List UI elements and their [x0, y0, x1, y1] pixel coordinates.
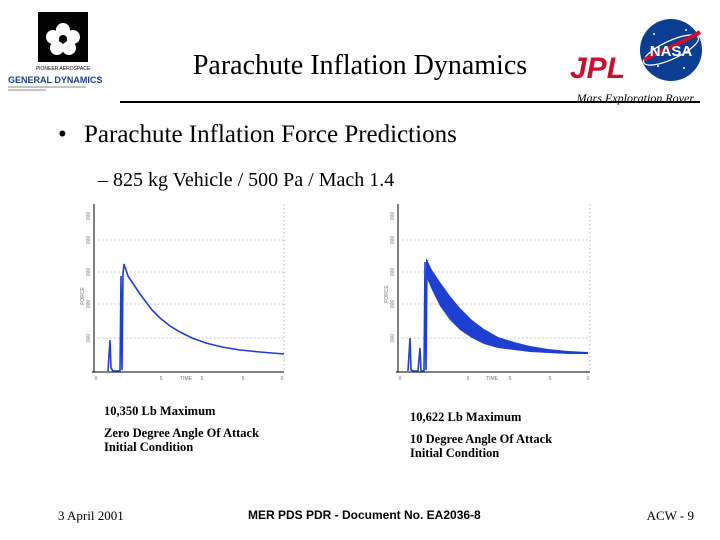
y-axis-label: FORCE: [384, 285, 390, 303]
footer-page-number: ACW - 9: [646, 508, 694, 523]
svg-text:000: 000: [390, 300, 396, 309]
nasa-logo: NASA: [636, 16, 706, 84]
svg-text:5: 5: [160, 376, 163, 382]
svg-text:5: 5: [201, 376, 204, 382]
svg-text:000: 000: [390, 236, 396, 245]
bullet-marker: •: [58, 121, 67, 148]
footer-document: MER PDS PDR - Document No. EA2036-8: [248, 508, 481, 522]
x-axis-label: TIME: [180, 376, 193, 382]
svg-text:5: 5: [467, 376, 470, 382]
footer-date: 3 April 2001: [58, 508, 124, 523]
x-axis-label: TIME: [486, 376, 499, 382]
svg-text:000: 000: [86, 334, 92, 343]
svg-text:0: 0: [399, 376, 402, 382]
bullet-text: Parachute Inflation Force Predictions: [84, 121, 457, 148]
y-axis-label: FORCE: [80, 287, 86, 305]
logo-brand-text: GENERAL DYNAMICS: [8, 75, 102, 85]
plot1-caption: 10,350 Lb Maximum Zero Degree Angle Of A…: [104, 404, 259, 454]
svg-text:0: 0: [281, 376, 284, 382]
svg-text:NASA: NASA: [650, 43, 693, 60]
slide-title: Parachute Inflation Dynamics: [192, 50, 528, 81]
plot2-caption: 10,622 Lb Maximum 10 Degree Angle Of Att…: [410, 410, 552, 460]
plot1-condition-line1: Zero Degree Angle Of Attack: [104, 426, 260, 440]
svg-text:JPL: JPL: [570, 52, 625, 84]
svg-text:000: 000: [86, 268, 92, 277]
pioneer-general-dynamics-logo: PIONEER AEROSPACE GENERAL DYNAMICS: [6, 10, 124, 92]
sub-bullet-text: – 825 kg Vehicle / 500 Pa / Mach 1.4: [98, 169, 395, 191]
plot2-condition-line1: 10 Degree Angle Of Attack: [410, 432, 553, 446]
force-plot-ten-degree-aoa: 000 000 000 000 000 0 5 5 5 0 FORCE TIME: [384, 198, 596, 384]
jpl-logo: JPL: [568, 50, 638, 85]
svg-text:000: 000: [390, 212, 396, 221]
svg-text:000: 000: [390, 268, 396, 277]
plot1-condition-line2: Initial Condition: [104, 440, 194, 454]
svg-text:000: 000: [390, 334, 396, 343]
svg-text:000: 000: [86, 212, 92, 221]
logo-top-text: PIONEER AEROSPACE: [36, 66, 91, 72]
plot2-condition-line2: Initial Condition: [410, 446, 500, 460]
svg-text:000: 000: [86, 300, 92, 309]
plot2-maximum: 10,622 Lb Maximum: [410, 410, 522, 424]
header-divider: [120, 101, 700, 103]
header-subtitle: Mars Exploration Rover: [576, 91, 694, 105]
svg-text:5: 5: [549, 376, 552, 382]
bullet-item: • Parachute Inflation Force Predictions: [58, 118, 457, 152]
svg-text:000: 000: [86, 236, 92, 245]
svg-text:5: 5: [242, 376, 245, 382]
force-plot-zero-aoa: 000 000 000 000 000 0 5 5 5 0 FORCE TIME: [80, 198, 290, 384]
plot1-maximum: 10,350 Lb Maximum: [104, 404, 216, 418]
svg-text:0: 0: [95, 376, 98, 382]
svg-text:0: 0: [587, 376, 590, 382]
svg-text:5: 5: [509, 376, 512, 382]
